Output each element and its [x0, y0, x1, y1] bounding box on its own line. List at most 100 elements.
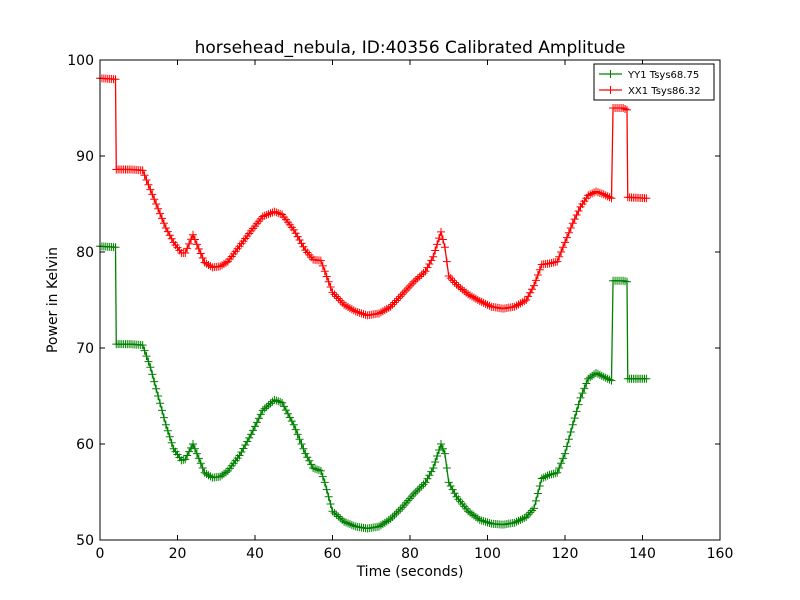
data-point-marker: [266, 399, 275, 408]
series-1: [96, 74, 651, 320]
data-point-marker: [332, 292, 341, 301]
data-point-marker: [260, 404, 269, 413]
data-point-marker: [336, 514, 345, 523]
data-point-marker: [357, 309, 366, 318]
data-point-marker: [274, 209, 283, 218]
data-point-marker: [251, 422, 259, 431]
data-point-marker: [555, 252, 564, 261]
data-point-marker: [320, 478, 329, 487]
data-point-marker: [419, 268, 428, 277]
data-point-marker: [291, 425, 300, 434]
data-point-marker: [189, 440, 197, 448]
series-layer: [96, 74, 651, 533]
data-point-marker: [578, 389, 587, 398]
data-point-marker: [318, 472, 327, 481]
data-point-marker: [282, 406, 290, 415]
data-point-marker: [601, 373, 610, 382]
data-point-marker: [156, 399, 165, 408]
data-point-marker: [311, 464, 320, 473]
data-point-marker: [349, 521, 358, 530]
data-point-marker: [475, 296, 484, 305]
data-point-marker: [415, 484, 424, 493]
data-point-marker: [481, 517, 490, 526]
series-line: [99, 245, 647, 530]
data-point-marker: [187, 443, 196, 452]
data-point-marker: [138, 166, 147, 175]
data-point-marker: [198, 464, 207, 472]
data-point-marker: [274, 397, 283, 406]
data-point-marker: [483, 300, 492, 309]
data-point-marker: [421, 478, 430, 487]
data-point-marker: [576, 393, 585, 402]
data-point-marker: [623, 277, 631, 286]
data-point-marker: [396, 292, 405, 301]
data-point-marker: [584, 191, 593, 200]
data-point-marker: [375, 309, 383, 318]
data-point-marker: [528, 285, 537, 294]
data-point-marker: [526, 508, 535, 517]
data-point-marker: [444, 272, 453, 280]
data-point-marker: [167, 234, 176, 243]
data-point-marker: [314, 466, 323, 475]
data-point-marker: [299, 444, 308, 453]
data-point-marker: [566, 224, 575, 232]
data-point-marker: [299, 242, 308, 251]
data-point-marker: [444, 478, 453, 487]
data-point-marker: [570, 215, 579, 224]
data-point-marker: [351, 307, 360, 316]
data-point-marker: [539, 473, 548, 482]
data-point-marker: [407, 279, 416, 288]
data-point-marker: [469, 293, 478, 302]
data-point-marker: [158, 406, 166, 415]
y-tick-label: 60: [76, 437, 94, 453]
data-point-marker: [332, 510, 341, 519]
data-point-marker: [390, 298, 399, 307]
data-point-marker: [324, 277, 333, 286]
data-point-marker: [394, 294, 403, 303]
data-point-marker: [295, 236, 304, 244]
data-point-marker: [206, 262, 215, 271]
x-tick-label: 160: [707, 546, 734, 562]
data-point-marker: [433, 452, 442, 460]
data-point-marker: [535, 482, 544, 490]
data-point-marker: [398, 290, 407, 299]
data-point-marker: [597, 189, 606, 198]
data-point-marker: [423, 474, 432, 483]
data-point-marker: [413, 486, 422, 495]
data-point-marker: [260, 211, 269, 220]
data-point-marker: [328, 507, 337, 516]
data-point-marker: [256, 410, 265, 419]
data-point-marker: [561, 238, 569, 247]
data-point-marker: [289, 225, 298, 234]
y-tick-label: 70: [76, 341, 94, 357]
data-point-marker: [402, 286, 411, 295]
data-point-marker: [574, 206, 583, 215]
data-point-marker: [293, 232, 302, 241]
data-point-marker: [512, 517, 521, 526]
data-point-marker: [429, 252, 438, 261]
data-point-marker: [535, 265, 544, 274]
x-tick-label: 80: [401, 546, 419, 562]
y-tick-label: 90: [76, 149, 94, 165]
data-point-marker: [419, 480, 428, 489]
data-point-marker: [601, 191, 610, 200]
data-point-marker: [475, 515, 484, 524]
data-point-marker: [557, 248, 566, 256]
series-0: [96, 242, 651, 533]
data-point-marker: [518, 298, 527, 307]
data-point-marker: [520, 297, 529, 306]
series-line: [99, 77, 647, 317]
data-point-marker: [450, 278, 459, 287]
data-point-marker: [386, 514, 395, 523]
data-point-marker: [307, 460, 316, 469]
data-point-marker: [305, 456, 314, 465]
data-point-marker: [599, 372, 608, 381]
data-point-marker: [318, 261, 327, 270]
y-tick-label: 100: [67, 53, 94, 69]
legend-marker: [606, 70, 615, 78]
data-point-marker: [247, 430, 256, 439]
data-point-marker: [562, 442, 571, 451]
data-point-marker: [518, 514, 527, 523]
data-point-marker: [258, 212, 267, 221]
data-point-marker: [280, 402, 289, 411]
